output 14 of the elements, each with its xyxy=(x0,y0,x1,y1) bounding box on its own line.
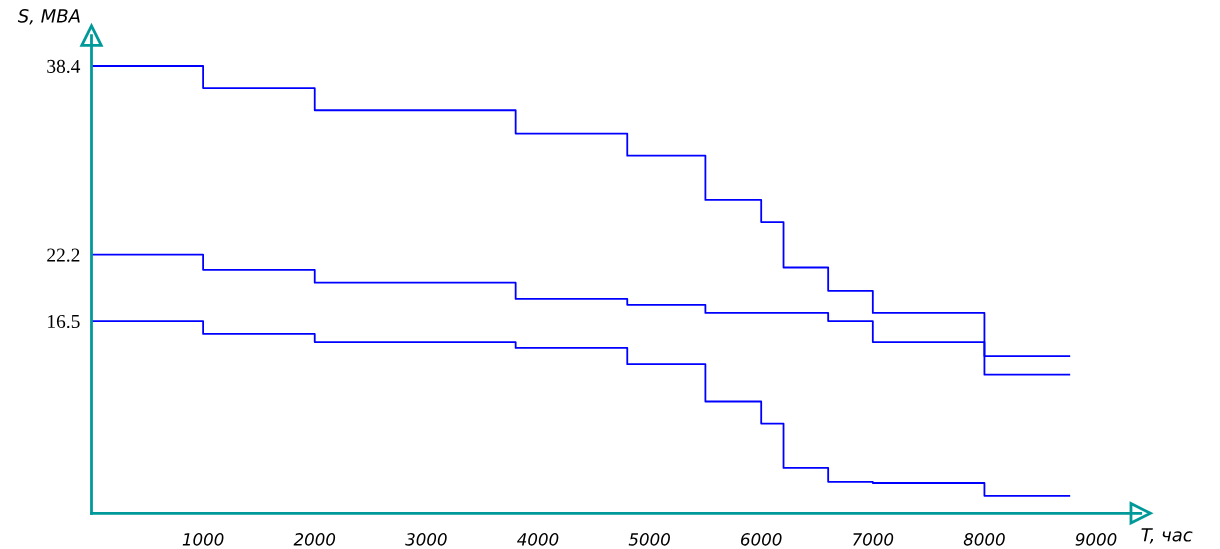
x-tick-label: 9000 xyxy=(1075,533,1117,546)
x-tick-label: 1000 xyxy=(182,533,224,546)
x-tick-label: 7000 xyxy=(853,533,894,546)
x-tick-label: 8000 xyxy=(963,533,1005,546)
x-axis-title: T, час xyxy=(1141,528,1193,544)
x-tick-label: 2000 xyxy=(293,533,336,546)
x-tick-label: 6000 xyxy=(741,533,782,546)
y-tick-label: 16.5 xyxy=(48,314,80,329)
y-tick-label: 22.2 xyxy=(47,248,80,262)
y-tick-label: 38.4 xyxy=(47,59,81,73)
x-tick-label: 5000 xyxy=(628,533,670,546)
x-tick-label: 3000 xyxy=(405,533,447,546)
y-axis-title: S, MBA xyxy=(17,8,80,25)
x-tick-label: 4000 xyxy=(517,533,559,546)
